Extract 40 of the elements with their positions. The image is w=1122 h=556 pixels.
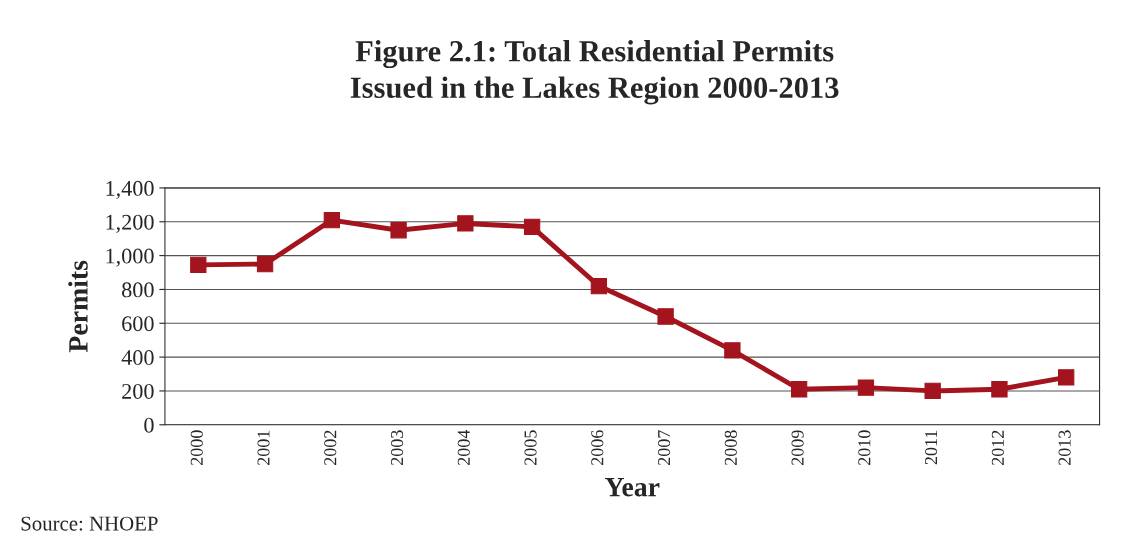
x-tick-label: 2009 [791,430,804,465]
x-tick-label: 2007 [657,430,671,465]
y-tick-label: 1,000 [106,248,154,267]
y-tick-label: 0 [144,417,154,433]
y-tick-label: 400 [121,350,154,366]
point [457,215,474,232]
y-tick-label: 600 [122,316,154,332]
x-tick-label: 2008 [724,430,737,465]
x-tick-label: 2004 [457,429,470,465]
point [1058,369,1075,386]
x-tick-label: 2003 [390,430,404,465]
point [724,342,741,359]
y-axis-title: Permits [68,260,88,353]
y-tick-label: 1,400 [106,180,154,200]
point [657,308,674,325]
x-tick-label: 2006 [591,430,604,465]
y-tick-label: 200 [122,383,154,399]
point [390,222,407,239]
point [190,256,207,274]
point [523,218,541,235]
x-tick-label: 2000 [190,430,203,465]
point [991,381,1008,398]
point [590,277,608,295]
y-tick-label: 800 [122,282,154,298]
x-tick-label: 2011 [925,430,938,465]
x-axis-title: Year [604,477,660,497]
x-tick-label: 2012 [991,430,1004,465]
chart-title: Figure 2.1: Total Residential Permits Issued in the Lakes Region 2000-2013 [350,40,839,105]
y-tick-label: 1,200 [106,214,154,233]
point [323,211,340,229]
point [924,382,941,400]
x-tick-label: 2002 [324,430,337,465]
point [256,255,274,273]
x-tick-label: 2005 [524,430,537,465]
point [790,381,808,398]
x-tick-label: 2010 [858,430,871,465]
point [857,379,875,396]
x-tick-label: 2013 [1058,430,1071,465]
x-tick-label: 2001 [257,430,270,465]
source-note: Source: NHOEP [21,516,158,531]
